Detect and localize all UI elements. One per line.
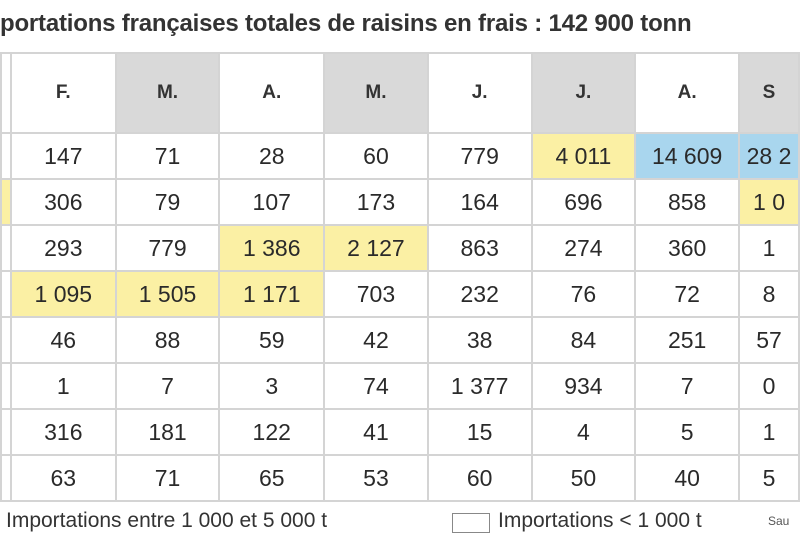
table-cell: 1 505: [114, 270, 221, 318]
month-header: A.: [218, 52, 326, 134]
table-row: 46 88 59 42 38 84 251 57: [0, 316, 800, 364]
table-row: 306 79 107 173 164 696 858 1 0: [0, 178, 800, 226]
table-cell: 779: [114, 224, 221, 272]
table-cell: 41: [323, 408, 429, 456]
table-cell: 3: [218, 362, 326, 410]
month-header: M.: [323, 52, 429, 134]
table-cell: 934: [530, 362, 637, 410]
table-cell: 147: [9, 132, 117, 180]
table-cell: 5: [634, 408, 741, 456]
table-cell: 703: [323, 270, 429, 318]
table-cell: 79: [114, 178, 221, 226]
table-cell: [0, 132, 12, 180]
table-cell: 4 011: [530, 132, 637, 180]
table-cell: 59: [218, 316, 326, 364]
month-header: A.: [634, 52, 741, 134]
table-cell: 15: [426, 408, 533, 456]
table-row: 1 095 1 505 1 171 703 232 76 72 8: [0, 270, 800, 318]
table-cell: 1: [9, 362, 117, 410]
table-cell: 107: [218, 178, 326, 226]
table-cell: [0, 270, 12, 318]
source-label: Sau: [768, 514, 790, 528]
month-header: J.: [426, 52, 533, 134]
table-cell: 84: [530, 316, 637, 364]
table-cell: 232: [426, 270, 533, 318]
month-header: J.: [530, 52, 637, 134]
table-cell: 40: [634, 454, 741, 502]
table-cell: 71: [114, 454, 221, 502]
table-cell: 8: [738, 270, 800, 318]
table-cell: 60: [323, 132, 429, 180]
table-cell: 274: [530, 224, 637, 272]
table-cell: 28: [218, 132, 326, 180]
table-cell: 696: [530, 178, 637, 226]
month-header: S: [738, 52, 800, 134]
table-cell: 251: [634, 316, 741, 364]
table-cell: 181: [114, 408, 221, 456]
table-cell: 71: [114, 132, 221, 180]
table-cell: [0, 224, 12, 272]
table-cell: 360: [634, 224, 741, 272]
table-cell: 7: [634, 362, 741, 410]
table-cell: 57: [738, 316, 800, 364]
table-cell: 63: [9, 454, 117, 502]
table-row: 147 71 28 60 779 4 011 14 609 28 2: [0, 132, 800, 180]
table-cell: [0, 178, 12, 226]
table-cell: 1 0: [738, 178, 800, 226]
table-cell: 42: [323, 316, 429, 364]
table-cell: 1 095: [9, 270, 117, 318]
table-cell: 316: [9, 408, 117, 456]
table-cell: 50: [530, 454, 637, 502]
legend-low-swatch: [452, 513, 490, 533]
table-row: 1 7 3 74 1 377 934 7 0: [0, 362, 800, 410]
table-row: 293 779 1 386 2 127 863 274 360 1: [0, 224, 800, 272]
table-cell: 74: [323, 362, 429, 410]
table-cell: [0, 362, 12, 410]
legend: Importations entre 1 000 et 5 000 t Impo…: [0, 500, 800, 540]
month-header-row: F. M. A. M. J. J. A. S: [0, 52, 800, 134]
table-cell: 306: [9, 178, 117, 226]
table-cell: 2 127: [323, 224, 429, 272]
imports-table: F. M. A. M. J. J. A. S 147 71 28 60 779 4 011 14 609 2…: [0, 52, 800, 502]
table-cell: 4: [530, 408, 637, 456]
table-cell: 173: [323, 178, 429, 226]
month-header: F.: [9, 52, 117, 134]
table-cell: 863: [426, 224, 533, 272]
table-cell: 1: [738, 224, 800, 272]
table-cell: 14 609: [634, 132, 741, 180]
table-title: portations françaises totales de raisins…: [0, 10, 692, 37]
table-row: 316 181 122 41 15 4 5 1: [0, 408, 800, 456]
table-cell: 46: [9, 316, 117, 364]
table-cell: [0, 454, 12, 502]
table-cell: 65: [218, 454, 326, 502]
table-cell: 53: [323, 454, 429, 502]
table-cell: 76: [530, 270, 637, 318]
table-cell: 1: [738, 408, 800, 456]
table-cell: 5: [738, 454, 800, 502]
legend-low-label: Importations < 1 000 t: [498, 509, 702, 532]
table-cell: [0, 408, 12, 456]
table-cell: 0: [738, 362, 800, 410]
table-cell: 28 2: [738, 132, 800, 180]
table-cell: [0, 316, 12, 364]
table-cell: 60: [426, 454, 533, 502]
table-cell: 38: [426, 316, 533, 364]
table-cell: 1 171: [218, 270, 326, 318]
table-cell: 7: [114, 362, 221, 410]
table-cell: 1 386: [218, 224, 326, 272]
table-cell: 1 377: [426, 362, 533, 410]
table-cell: 293: [9, 224, 117, 272]
table-cell: 88: [114, 316, 221, 364]
table-row: 63 71 65 53 60 50 40 5: [0, 454, 800, 502]
month-header: M.: [114, 52, 221, 134]
month-header: [0, 52, 12, 134]
table-cell: 858: [634, 178, 741, 226]
legend-range-label: Importations entre 1 000 et 5 000 t: [6, 509, 328, 532]
table-cell: 122: [218, 408, 326, 456]
table-cell: 72: [634, 270, 741, 318]
table-cell: 779: [426, 132, 533, 180]
table-cell: 164: [426, 178, 533, 226]
